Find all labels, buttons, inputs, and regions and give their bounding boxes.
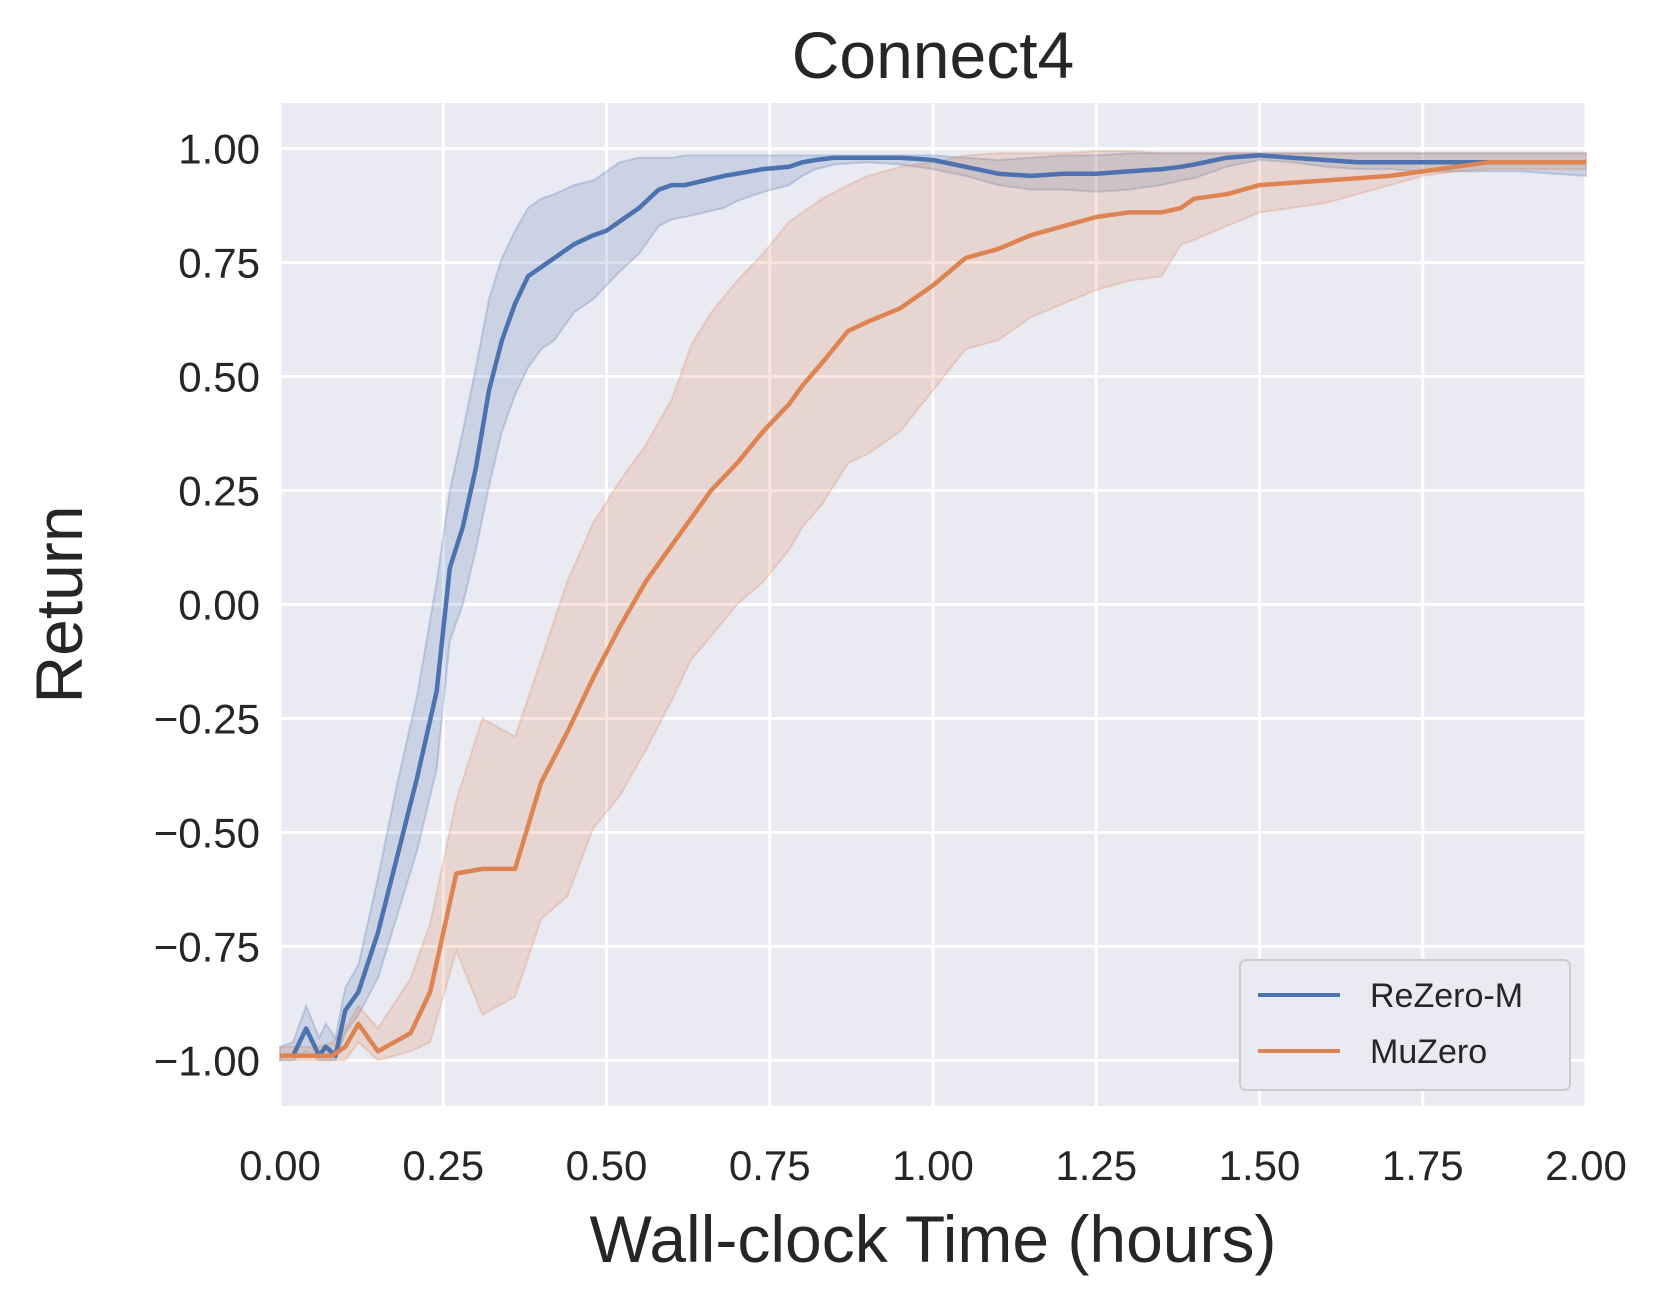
x-tick-label: 0.50 bbox=[566, 1142, 648, 1189]
x-tick-label: 0.00 bbox=[239, 1142, 321, 1189]
x-tick-label: 1.50 bbox=[1219, 1142, 1301, 1189]
line-rezero-m bbox=[280, 153, 1586, 1059]
band-rezero-m bbox=[279, 152, 1587, 1062]
y-tick-label: 1.00 bbox=[178, 126, 260, 173]
y-tick-label: 0.50 bbox=[178, 354, 260, 401]
y-tick-labels: 1.00 0.75 0.50 0.25 0.00 −0.25 −0.50 −0.75 −1.00 bbox=[154, 126, 260, 1085]
y-tick-label: −0.50 bbox=[154, 809, 260, 856]
series-lines bbox=[280, 153, 1586, 1059]
legend: ReZero-M MuZero bbox=[1239, 959, 1571, 1091]
legend-label-rezero-m: ReZero-M bbox=[1370, 977, 1523, 1015]
y-tick-label: −0.75 bbox=[154, 923, 260, 970]
x-tick-label: 1.00 bbox=[892, 1142, 974, 1189]
y-tick-label: 0.25 bbox=[178, 468, 260, 515]
chart-title: Connect4 bbox=[792, 18, 1075, 92]
x-tick-label: 0.25 bbox=[402, 1142, 484, 1189]
y-tick-label: 0.00 bbox=[178, 582, 260, 629]
x-axis-title: Wall-clock Time (hours) bbox=[590, 1202, 1277, 1276]
legend-box bbox=[1239, 959, 1571, 1091]
x-tick-label: 2.00 bbox=[1545, 1142, 1627, 1189]
y-tick-label: −0.25 bbox=[154, 695, 260, 742]
x-tick-label: 1.75 bbox=[1382, 1142, 1464, 1189]
x-tick-label: 0.75 bbox=[729, 1142, 811, 1189]
confidence-bands bbox=[279, 149, 1587, 1062]
x-tick-label: 1.25 bbox=[1055, 1142, 1137, 1189]
legend-label-muzero: MuZero bbox=[1370, 1033, 1487, 1071]
x-tick-labels: 0.00 0.25 0.50 0.75 1.00 1.25 1.50 1.75 2.00 bbox=[239, 1142, 1627, 1189]
y-tick-label: 0.75 bbox=[178, 240, 260, 287]
band-muzero bbox=[279, 149, 1587, 1062]
y-tick-label: −1.00 bbox=[154, 1037, 260, 1084]
y-axis-title: Return bbox=[22, 505, 96, 703]
grid-lines bbox=[278, 103, 1588, 1106]
line-muzero bbox=[280, 160, 1586, 1059]
